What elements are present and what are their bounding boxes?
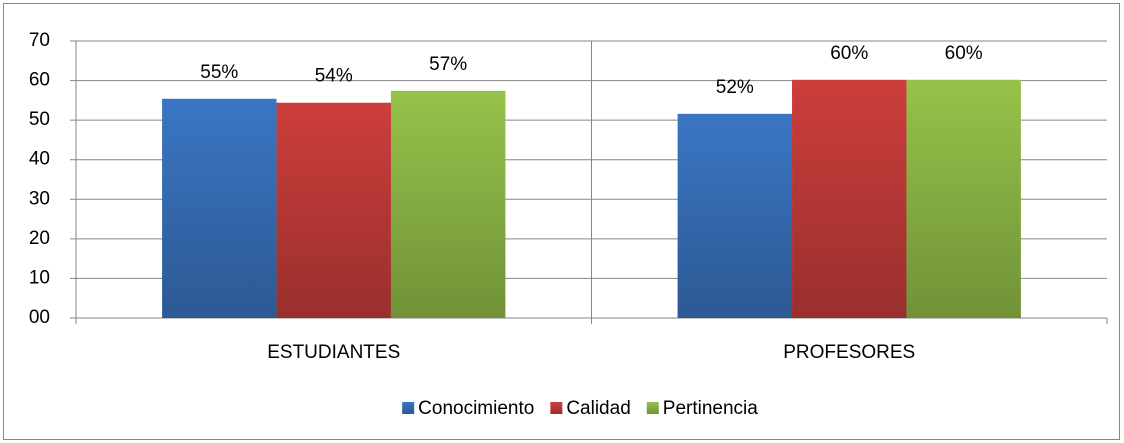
data-label: 60% [830,43,868,64]
legend-swatch [550,402,563,414]
y-tick-label: 70 [29,30,50,51]
legend-label: Calidad [566,398,630,419]
y-tick-label: 60 [29,70,50,91]
y-tick-label: 40 [29,149,50,170]
data-label: 52% [716,77,754,98]
data-label: 57% [429,54,467,75]
y-tick-label: 30 [29,188,50,209]
y-tick-label: 50 [29,109,50,130]
data-label: 55% [200,62,238,83]
legend-label: Pertinencia [663,398,758,419]
bar [677,113,793,318]
bar [162,98,277,318]
x-tick-label: ESTUDIANTES [267,342,400,363]
data-label: 54% [315,66,353,87]
y-tick-label: 00 [29,307,50,328]
y-tick-label: 10 [29,267,50,288]
y-tick-label: 20 [29,228,50,249]
legend-swatch [646,402,659,414]
legend-label: Conocimiento [418,398,534,419]
bar [390,90,506,318]
x-tick-label: PROFESORES [783,342,915,363]
legend-swatch [402,402,415,414]
bar [276,102,391,318]
bar [906,79,1021,318]
data-label: 60% [945,43,983,64]
bar [792,79,907,318]
